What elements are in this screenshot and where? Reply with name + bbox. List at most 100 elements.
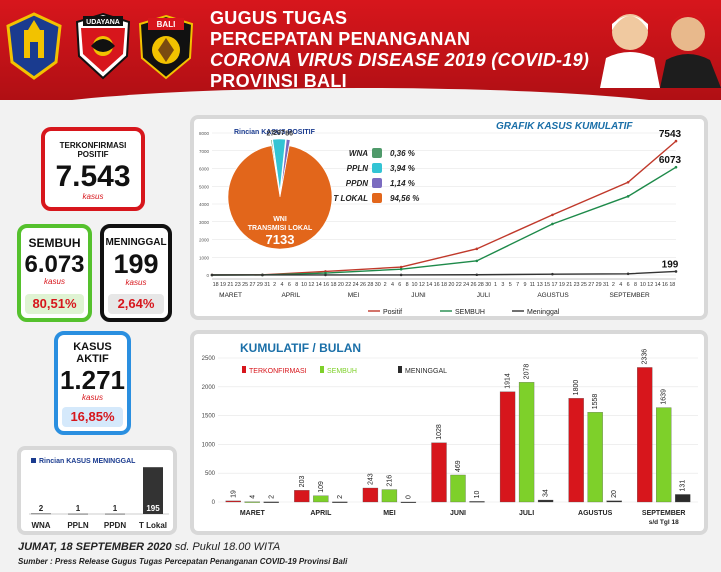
active-label: KASUS AKTIF xyxy=(73,341,112,365)
pie-legend-percent: 3,94 % xyxy=(390,164,415,173)
bar-terkonfirmasi xyxy=(431,442,447,503)
bar-data-label: 109 xyxy=(318,481,325,493)
bar-y-tick: 0 xyxy=(212,500,216,506)
title-line-1: GUGUS TUGAS xyxy=(210,8,348,28)
line-point-meninggal xyxy=(475,273,479,277)
deaths-breakdown-bar xyxy=(143,467,163,514)
deaths-breakdown-bar xyxy=(105,513,125,515)
pie-legend-name: PPDN xyxy=(346,179,368,188)
bar-sembuh xyxy=(244,501,260,503)
line-x-day-label: 13 xyxy=(537,282,543,288)
line-x-day-label: 12 xyxy=(647,282,653,288)
officials-portrait xyxy=(600,14,721,88)
line-x-day-label: 14 xyxy=(426,282,432,288)
bar-terkonfirmasi xyxy=(225,500,241,503)
line-x-day-label: 15 xyxy=(544,282,550,288)
bar-legend-swatch xyxy=(242,366,246,373)
pie-slice-ppln xyxy=(272,138,286,192)
pie-center-line1: WNI xyxy=(273,216,287,223)
bar-data-label: 131 xyxy=(680,480,687,492)
bali-police-emblem-icon: BALI xyxy=(138,14,194,80)
line-x-day-label: 31 xyxy=(264,282,270,288)
bar-data-label: 34 xyxy=(543,489,550,497)
line-month-label: APRIL xyxy=(281,292,300,299)
active-percent: 16,85% xyxy=(62,407,123,427)
pie-legend-name: PPLN xyxy=(347,164,369,173)
footer-date-bold: JUMAT, 18 SEPTEMBER 2020 xyxy=(18,541,172,553)
confirmed-unit: kasus xyxy=(82,192,104,201)
line-y-tick: 0 xyxy=(206,273,209,278)
bar-data-label: 19 xyxy=(230,490,237,498)
line-x-day-label: 11 xyxy=(530,282,536,288)
line-x-day-label: 20 xyxy=(338,282,344,288)
recovered-value: 6.073 xyxy=(24,251,85,278)
line-x-day-label: 16 xyxy=(323,282,329,288)
bar-data-label: 10 xyxy=(474,491,481,499)
bar-meninggal xyxy=(332,501,348,503)
bar-data-label: 2 xyxy=(337,495,344,499)
bar-data-label: 1914 xyxy=(505,373,512,389)
line-point-positif xyxy=(551,213,554,217)
deaths-breakdown-bar xyxy=(31,513,51,515)
line-legend-label: Meninggal xyxy=(527,309,560,316)
line-point-meninggal xyxy=(261,273,264,277)
line-x-day-label: 22 xyxy=(456,282,462,288)
bar-category-label: APRIL xyxy=(310,510,332,517)
bar-data-label: 1639 xyxy=(661,389,668,405)
bar-y-tick: 1000 xyxy=(202,442,216,448)
line-x-day-label: 23 xyxy=(235,282,241,288)
bar-data-label: 20 xyxy=(611,490,618,498)
line-x-day-label: 9 xyxy=(524,282,527,288)
footer-source: Sumber : Press Release Gugus Tugas Perce… xyxy=(18,557,348,566)
bar-sembuh xyxy=(656,407,672,503)
deaths-breakdown-bar xyxy=(68,513,88,515)
line-x-day-label: 26 xyxy=(470,282,476,288)
line-legend-label: Positif xyxy=(383,309,402,316)
bar-data-label: 0 xyxy=(405,495,412,499)
bar-sembuh xyxy=(587,412,603,503)
line-x-day-label: 21 xyxy=(566,282,572,288)
cumulative-chart-title: GRAFIK KASUS KUMULATIF xyxy=(496,121,633,132)
deaths-breakdown-label: PPDN xyxy=(104,521,126,530)
line-month-label: JULI xyxy=(477,292,491,299)
bali-province-emblem-icon xyxy=(6,12,62,80)
line-x-day-label: 4 xyxy=(391,282,394,288)
bar-meninggal xyxy=(675,494,691,503)
bar-category-label: JULI xyxy=(519,510,534,517)
bar-legend-label: MENINGGAL xyxy=(405,368,447,375)
deaths-breakdown-value: 195 xyxy=(146,504,160,513)
line-x-day-label: 19 xyxy=(559,282,565,288)
line-x-day-label: 14 xyxy=(655,282,661,288)
monthly-bar-chart: KUMULATIF / BULAN 0 500 1000 1500 2000 2500 TE… xyxy=(202,341,698,526)
line-x-day-label: 17 xyxy=(551,282,557,288)
deaths-card: MENINGGAL 199 kasus 2,64% xyxy=(100,224,172,322)
line-x-day-label: 28 xyxy=(478,282,484,288)
bar-data-label: 4 xyxy=(249,495,256,499)
line-x-day-label: 20 xyxy=(448,282,454,288)
line-x-day-label: 22 xyxy=(345,282,351,288)
pie-slice-t-lokal xyxy=(227,145,333,250)
udayana-label: UDAYANA xyxy=(86,19,120,26)
bar-y-tick: 2500 xyxy=(202,356,216,362)
line-x-day-label: 1 xyxy=(494,282,497,288)
bar-category-label: MEI xyxy=(383,510,396,517)
bar-data-label: 1800 xyxy=(573,380,580,396)
deaths-unit: kasus xyxy=(125,278,147,287)
line-y-tick: 5000 xyxy=(199,184,210,189)
line-x-day-label: 28 xyxy=(367,282,373,288)
recovered-label: SEMBUH xyxy=(28,236,81,250)
line-legend-label: SEMBUH xyxy=(455,309,485,316)
pie-center-line2: TRANSMISI LOKAL xyxy=(248,225,313,232)
line-x-day-label: 21 xyxy=(227,282,233,288)
line-x-day-label: 18 xyxy=(213,282,219,288)
bar-sembuh xyxy=(450,474,466,503)
line-point-meninggal xyxy=(626,272,630,276)
deaths-breakdown-label: WNA xyxy=(31,521,50,530)
line-x-day-label: 19 xyxy=(220,282,226,288)
footer-date-rest: sd. Pukul 18.00 WITA xyxy=(171,541,281,553)
bar-data-label: 1558 xyxy=(592,394,599,410)
bar-data-label: 243 xyxy=(367,473,374,485)
deaths-breakdown-value: 2 xyxy=(39,504,44,513)
line-x-day-label: 29 xyxy=(596,282,602,288)
line-end-label: 199 xyxy=(662,259,679,270)
